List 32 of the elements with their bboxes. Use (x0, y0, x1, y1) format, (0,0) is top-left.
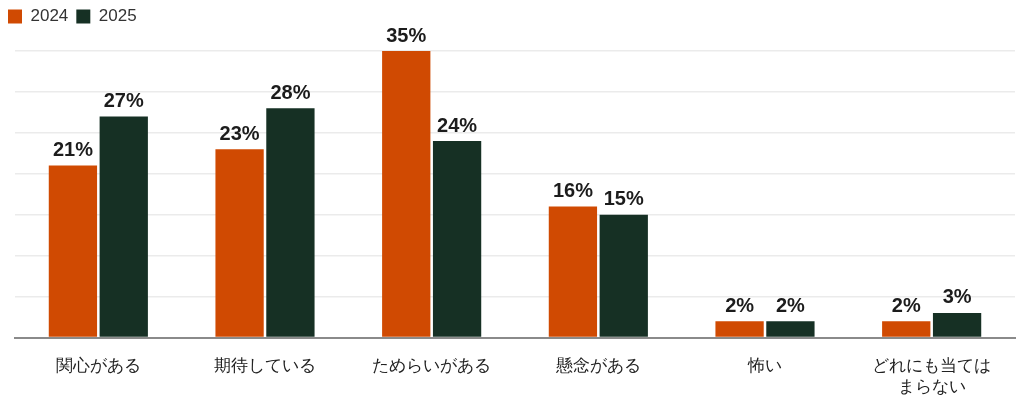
data-label: 27% (103, 89, 144, 111)
data-label: 2% (775, 293, 806, 316)
data-label: 16% (552, 179, 594, 202)
data-label: 2% (725, 293, 755, 316)
bar (432, 141, 482, 337)
bar (48, 165, 98, 337)
bar (882, 321, 931, 337)
x-tick-label: どれにも当てはまらない (872, 355, 992, 397)
data-label: 15% (603, 187, 644, 210)
x-tick-label: 関心がある (55, 355, 141, 375)
data-label: 2% (891, 293, 921, 316)
bar (266, 108, 315, 337)
bar (932, 312, 982, 337)
legend-label: 2024 (30, 6, 69, 26)
bar (99, 116, 148, 337)
data-label: 23% (219, 121, 260, 144)
data-label: 3% (942, 285, 972, 308)
legend-label: 2025 (98, 6, 137, 26)
bar (215, 149, 264, 337)
bar (548, 206, 598, 337)
x-tick-label: 期待している (214, 355, 316, 375)
x-tick-label: 怖い (747, 355, 782, 375)
x-tick-label: ためらいがある (372, 355, 492, 375)
data-label: 24% (437, 113, 478, 136)
data-label: 28% (270, 80, 311, 103)
bar (715, 321, 764, 337)
bar (599, 214, 648, 337)
x-tick-label: 懸念がある (554, 355, 641, 375)
bar (382, 51, 431, 337)
bar (766, 321, 815, 337)
data-label: 35% (386, 23, 427, 46)
data-label: 21% (52, 138, 94, 161)
